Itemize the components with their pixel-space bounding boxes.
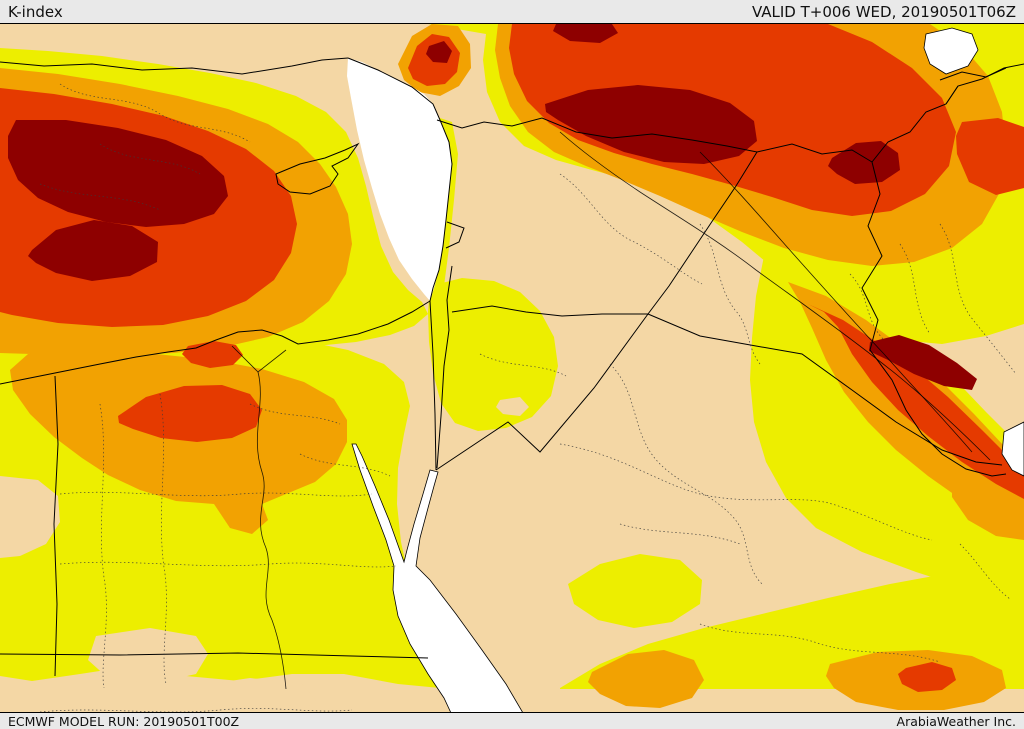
sea-red-sea (351, 443, 523, 712)
admin-line (849, 273, 885, 341)
page-title: K-index (8, 2, 63, 21)
border-lebanon (445, 221, 465, 249)
coast-anatolia-south (0, 57, 349, 75)
river-tigris (699, 151, 973, 453)
cream-patch-left-edge (0, 476, 60, 558)
cream-patch-bottomleft-1 (88, 628, 208, 684)
provider-label: ArabiaWeather Inc. (896, 713, 1016, 729)
red-blob-right-edge-top (956, 118, 1024, 195)
footer-bar: ECMWF MODEL RUN: 20190501T00Z ArabiaWeat… (0, 712, 1024, 729)
cream-patch-bottomleft-2 (192, 678, 316, 712)
admin-line (609, 363, 763, 585)
border-egypt-libya (53, 375, 59, 677)
darkred-core-zagros (869, 335, 977, 390)
coast-egypt-north (0, 300, 431, 385)
river-nile (256, 371, 287, 690)
yellow-tongue-jordan (428, 278, 558, 431)
contour-level-darkred (8, 24, 977, 390)
admin-line (899, 243, 931, 335)
sea-mediterranean (347, 58, 452, 301)
orange-blob-egypt (10, 350, 347, 534)
sea-layer (347, 27, 1024, 712)
admin-line (939, 223, 1017, 375)
kindex-map-svg (0, 24, 1024, 712)
cream-patch-jordan (496, 397, 529, 416)
admin-line (479, 353, 567, 377)
darkred-core-north-syria (545, 85, 757, 164)
admin-line (699, 223, 761, 365)
rivers-layer (231, 131, 991, 690)
admin-borders-layer (39, 83, 1017, 712)
valid-time-label: VALID T+006 WED, 20190501T06Z (751, 2, 1016, 21)
red-core-egypt (118, 385, 262, 442)
admin-line (159, 393, 167, 685)
map-canvas (0, 24, 1024, 712)
sea-persian-gulf (1001, 421, 1024, 477)
sea-caspian-corner (923, 27, 979, 75)
darkred-core-anatolia-2 (28, 220, 158, 281)
border-caucasus (939, 67, 1007, 105)
coast-cyprus (275, 142, 360, 195)
header-bar: K-index VALID T+006 WED, 20190501T06Z (0, 0, 1024, 24)
coast-levant (347, 57, 453, 302)
border-syria-iraq (647, 151, 758, 315)
darkred-spot-hatay (426, 41, 452, 63)
admin-line (59, 83, 251, 143)
border-iraq-saudi (647, 313, 1003, 466)
border-egypt-israel (429, 300, 437, 471)
contour-level-low-patches (0, 397, 529, 712)
admin-line (99, 143, 201, 175)
orange-blob-bottom-1 (588, 650, 704, 708)
yellow-blob-south-center (568, 554, 702, 628)
border-syria-jordan (451, 305, 648, 317)
darkred-spot-top-edge (553, 24, 618, 43)
darkred-core-anatolia-1 (8, 120, 228, 227)
border-jordan-saudi (435, 313, 649, 471)
borders-layer (0, 57, 1024, 677)
border-egypt-sudan (0, 652, 429, 659)
darkred-core-nw-iran (828, 141, 900, 184)
sea-fills (347, 27, 1024, 712)
border-iran-iraq (861, 161, 1007, 477)
admin-line (39, 183, 161, 211)
border-jordan-valley (436, 265, 453, 469)
model-run-label: ECMWF MODEL RUN: 20190501T00Z (8, 713, 240, 729)
admin-line (559, 173, 703, 285)
border-turkey-syria-iraq (436, 117, 873, 163)
admin-line (99, 403, 107, 689)
admin-line (619, 523, 741, 545)
red-spot-bottom-right (898, 662, 956, 692)
